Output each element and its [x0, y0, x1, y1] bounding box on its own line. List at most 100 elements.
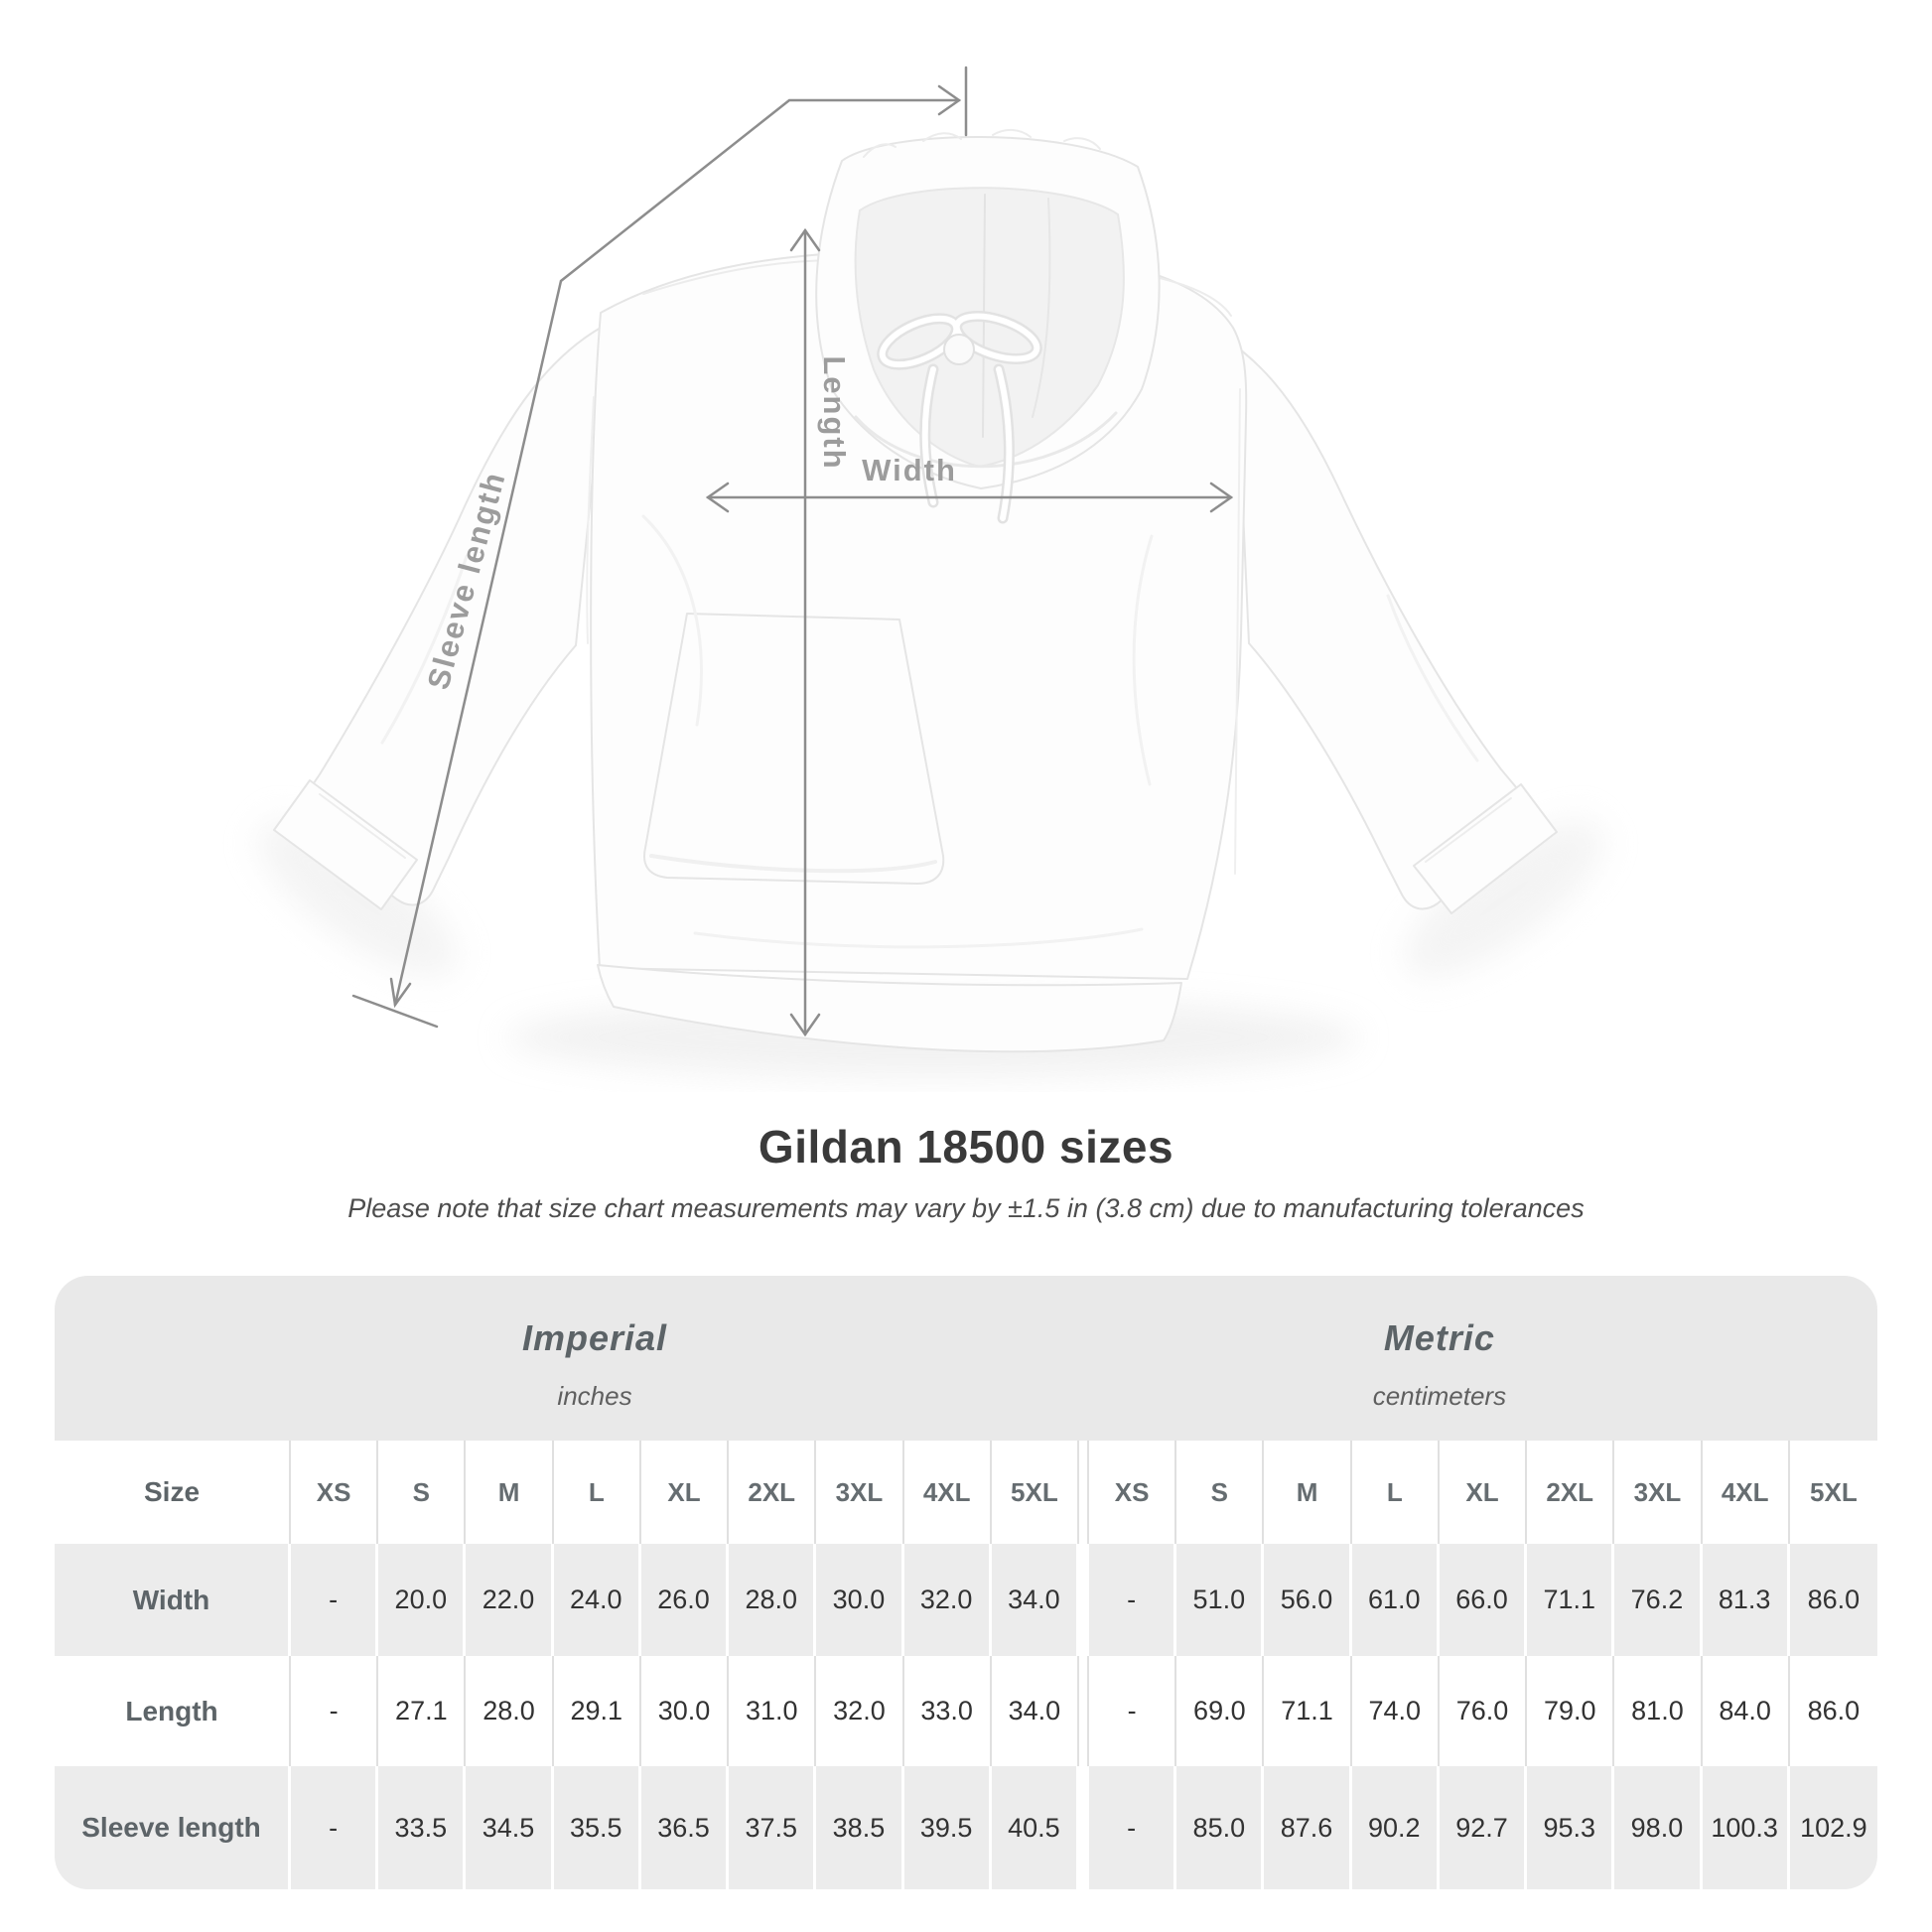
- size-header-cell: L: [1352, 1441, 1440, 1544]
- kangaroo-pocket: [643, 613, 945, 885]
- sleeve-cell: 98.0: [1614, 1766, 1703, 1889]
- width-cell: -: [1089, 1544, 1177, 1656]
- imperial-unit-group: Imperial inches: [55, 1276, 1079, 1441]
- length-cell: 69.0: [1176, 1656, 1265, 1766]
- length-cell: 81.0: [1614, 1656, 1703, 1766]
- size-header-cell: XS: [291, 1441, 379, 1544]
- hoodie-figure: Length Width Sleeve length: [257, 66, 1604, 1077]
- sleeve-cell: 87.6: [1264, 1766, 1352, 1889]
- width-cell: 28.0: [729, 1544, 817, 1656]
- sleeve-cell: 37.5: [729, 1766, 817, 1889]
- hoodie-illustration: [273, 129, 1558, 1053]
- width-row: Width - 20.0 22.0 24.0 26.0 28.0 30.0 32…: [55, 1544, 1877, 1656]
- metric-heading: Metric: [1383, 1317, 1495, 1358]
- width-cell: 24.0: [554, 1544, 641, 1656]
- size-header-cell: M: [1264, 1441, 1352, 1544]
- size-header-cell: 5XL: [992, 1441, 1079, 1544]
- imperial-heading: Imperial: [521, 1317, 668, 1358]
- width-arrow: [705, 482, 1234, 513]
- size-header-cell: M: [466, 1441, 554, 1544]
- sleeve-cell: 95.3: [1527, 1766, 1615, 1889]
- width-cell: 30.0: [816, 1544, 904, 1656]
- size-header-cell: 2XL: [1527, 1441, 1615, 1544]
- sleeve-cell: 35.5: [554, 1766, 641, 1889]
- length-label: Length: [817, 355, 852, 470]
- metric-unit-group: Metric centimeters: [1089, 1276, 1790, 1441]
- sleeve-length-arrow: [351, 66, 968, 1029]
- neckline-seam: [854, 411, 1118, 469]
- page-title: Gildan 18500 sizes: [758, 1121, 1174, 1173]
- sleeve-length-row: Sleeve length - 33.5 34.5 35.5 36.5 37.5…: [55, 1766, 1877, 1889]
- sleeve-cell: -: [291, 1766, 379, 1889]
- sleeve-cell: 39.5: [904, 1766, 992, 1889]
- half-divider: [1078, 1544, 1089, 1656]
- right-cuff: [1413, 783, 1558, 914]
- length-cell: 33.0: [904, 1656, 992, 1766]
- half-divider: [1078, 1766, 1089, 1889]
- length-cell: 29.1: [554, 1656, 641, 1766]
- size-header-cell: 3XL: [1614, 1441, 1703, 1544]
- width-cell: 32.0: [904, 1544, 992, 1656]
- width-cell: 22.0: [466, 1544, 554, 1656]
- row-label: Sleeve length: [55, 1766, 291, 1889]
- size-header-cell: S: [378, 1441, 467, 1544]
- size-table: Imperial inches Metric centimeters Size …: [55, 1276, 1877, 1889]
- measurement-lines: [351, 66, 1234, 1037]
- title-block: Gildan 18500 sizes Please note that size…: [0, 1120, 1932, 1224]
- hem-band: [597, 964, 1182, 1053]
- sleeve-cell: 34.5: [466, 1766, 554, 1889]
- width-cell: 76.2: [1614, 1544, 1703, 1656]
- size-header-cell: 3XL: [816, 1441, 904, 1544]
- sleeve-cell: 33.5: [378, 1766, 467, 1889]
- length-cell: 32.0: [816, 1656, 904, 1766]
- row-label: Width: [55, 1544, 291, 1656]
- metric-unit: centimeters: [1372, 1381, 1507, 1411]
- size-diagram: Length Width Sleeve length: [257, 66, 1604, 1077]
- sleeve-cell: 38.5: [816, 1766, 904, 1889]
- size-header-cell: 5XL: [1810, 1476, 1858, 1507]
- length-row: Length - 27.1 28.0 29.1 30.0 31.0 32.0 3…: [55, 1656, 1877, 1766]
- sleeve-cell: 85.0: [1176, 1766, 1265, 1889]
- length-cell: 31.0: [729, 1656, 817, 1766]
- length-cell: 71.1: [1264, 1656, 1352, 1766]
- size-header-cell: XL: [641, 1441, 730, 1544]
- length-cell: 34.0: [992, 1656, 1079, 1766]
- length-cell: 74.0: [1352, 1656, 1440, 1766]
- drawstring-bow: [877, 311, 1042, 524]
- fabric-wrinkles: [380, 514, 1479, 949]
- length-arrow: [789, 227, 821, 1037]
- size-header-cell: S: [1176, 1441, 1265, 1544]
- imperial-unit: inches: [557, 1381, 632, 1411]
- sleeve-cell: 36.5: [641, 1766, 730, 1889]
- size-header-cell: 2XL: [729, 1441, 817, 1544]
- length-cell: -: [1089, 1656, 1177, 1766]
- row-label: Length: [55, 1656, 291, 1766]
- size-header-cell: L: [554, 1441, 641, 1544]
- length-cell: 86.0: [1807, 1696, 1861, 1725]
- width-cell: 20.0: [378, 1544, 467, 1656]
- sleeve-cell: -: [1089, 1766, 1177, 1889]
- width-cell: 34.0: [992, 1544, 1079, 1656]
- left-cuff: [273, 779, 418, 910]
- unit-header-row: Imperial inches Metric centimeters: [55, 1276, 1877, 1441]
- width-cell: 51.0: [1176, 1544, 1265, 1656]
- length-cell: 76.0: [1440, 1656, 1528, 1766]
- half-divider: [1078, 1656, 1089, 1766]
- width-cell: 66.0: [1440, 1544, 1528, 1656]
- size-header-row: Size XS S M L XL 2XL 3XL 4XL 5XL XS S M …: [55, 1441, 1877, 1544]
- sleeve-cell: 92.7: [1440, 1766, 1528, 1889]
- half-divider: [1078, 1441, 1089, 1544]
- sleeve-cell: 102.9: [1800, 1812, 1867, 1843]
- width-cell: 71.1: [1527, 1544, 1615, 1656]
- length-cell: -: [291, 1656, 379, 1766]
- width-label: Width: [862, 453, 957, 487]
- size-header-cell: 4XL: [904, 1441, 992, 1544]
- size-header-cell: 4XL: [1703, 1441, 1790, 1544]
- width-cell: 61.0: [1352, 1544, 1440, 1656]
- sleeve-cell: 90.2: [1352, 1766, 1440, 1889]
- length-cell: 27.1: [378, 1656, 467, 1766]
- length-cell: 79.0: [1527, 1656, 1615, 1766]
- length-cell: 30.0: [641, 1656, 730, 1766]
- size-header-cell: XL: [1440, 1441, 1528, 1544]
- sleeve-cell: 100.3: [1703, 1766, 1790, 1889]
